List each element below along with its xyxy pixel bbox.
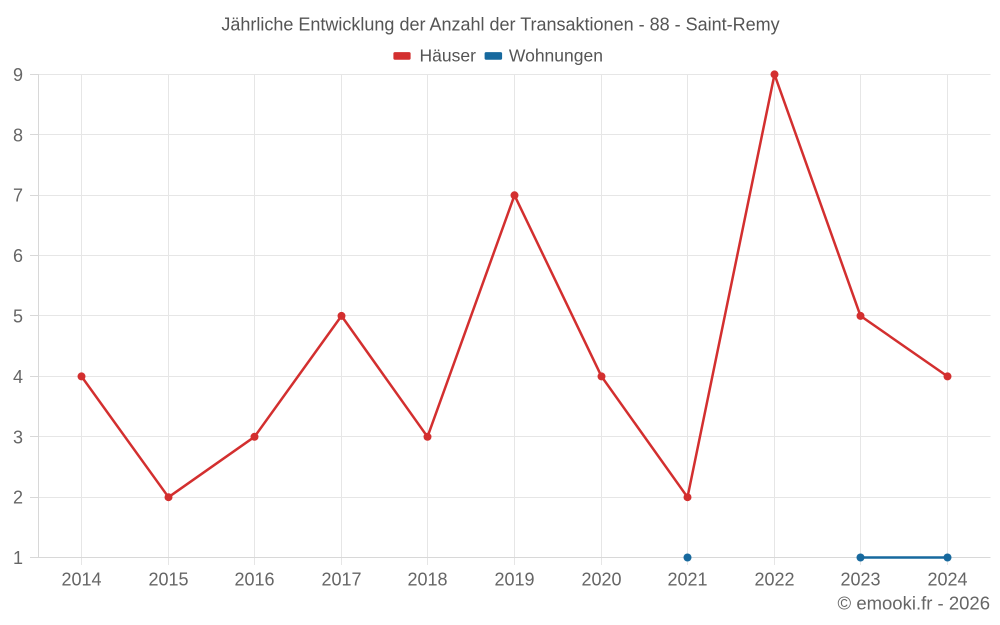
svg-text:9: 9 bbox=[13, 65, 23, 85]
svg-text:2022: 2022 bbox=[754, 570, 794, 590]
svg-text:2019: 2019 bbox=[494, 570, 534, 590]
svg-text:Jährliche Entwicklung der Anza: Jährliche Entwicklung der Anzahl der Tra… bbox=[221, 15, 779, 35]
svg-text:2024: 2024 bbox=[927, 570, 967, 590]
svg-text:Wohnungen: Wohnungen bbox=[509, 45, 603, 65]
svg-text:2016: 2016 bbox=[234, 570, 274, 590]
svg-text:5: 5 bbox=[13, 307, 23, 327]
svg-text:2020: 2020 bbox=[581, 570, 621, 590]
svg-text:2021: 2021 bbox=[667, 570, 707, 590]
svg-text:4: 4 bbox=[13, 367, 23, 387]
svg-text:7: 7 bbox=[13, 186, 23, 206]
svg-text:Häuser: Häuser bbox=[420, 45, 477, 65]
svg-text:2018: 2018 bbox=[407, 570, 447, 590]
svg-text:2023: 2023 bbox=[840, 570, 880, 590]
svg-text:© emooki.fr - 2026: © emooki.fr - 2026 bbox=[838, 593, 990, 614]
svg-text:6: 6 bbox=[13, 246, 23, 266]
svg-text:2: 2 bbox=[13, 488, 23, 508]
svg-text:2017: 2017 bbox=[321, 570, 361, 590]
svg-text:1: 1 bbox=[13, 548, 23, 568]
svg-text:3: 3 bbox=[13, 427, 23, 447]
svg-text:2015: 2015 bbox=[148, 570, 188, 590]
svg-text:8: 8 bbox=[13, 125, 23, 145]
svg-text:2014: 2014 bbox=[61, 570, 101, 590]
